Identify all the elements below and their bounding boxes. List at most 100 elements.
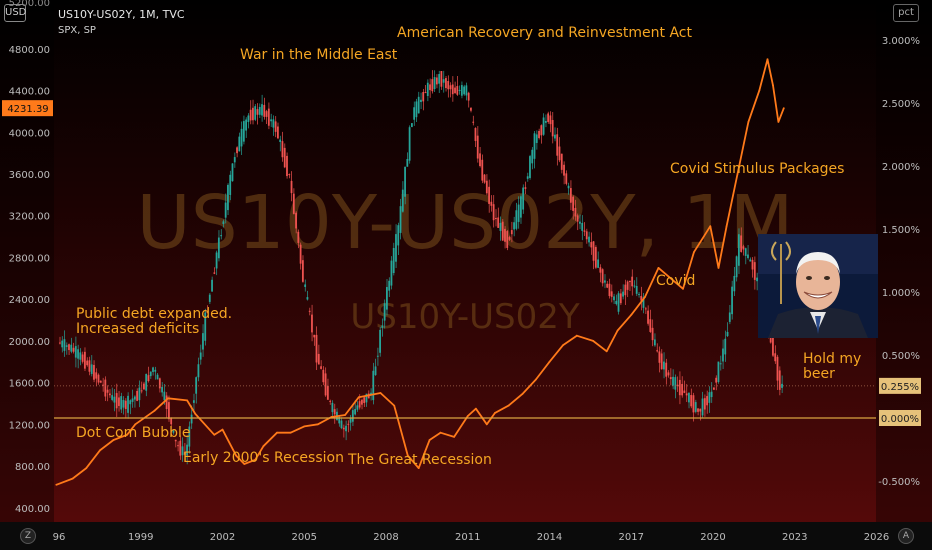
spx-point [243, 463, 246, 465]
spx-point [393, 404, 396, 407]
candle-body [565, 173, 568, 184]
candle-body [351, 410, 354, 422]
candle-body [324, 373, 327, 396]
candle-body [254, 106, 257, 120]
time-tick-label: 2011 [455, 532, 480, 543]
pct-badge[interactable]: pct [893, 4, 919, 22]
right-marker-label: 0.000% [881, 414, 919, 425]
candle-body [70, 344, 73, 352]
candle-body [635, 285, 638, 294]
candle-body [149, 371, 152, 377]
spx-point [766, 58, 769, 61]
candle-body [676, 384, 679, 387]
annotation-public-debt-line1: Public debt expanded. [76, 306, 233, 322]
currency-badge[interactable]: USD [4, 4, 26, 22]
right-tick-label: 0.500% [882, 351, 920, 362]
spx-point [475, 407, 477, 410]
spx-point [235, 454, 238, 457]
candle-body [261, 104, 263, 116]
candle-body [567, 185, 570, 189]
candle-body [233, 157, 236, 163]
candle-body [706, 396, 708, 406]
left-tick-label: 4400.00 [9, 87, 50, 98]
candle-body [572, 196, 575, 211]
candle-body [245, 119, 248, 131]
candle-body [170, 418, 173, 425]
left-tick-label: 800.00 [15, 462, 50, 473]
candle-body [753, 262, 756, 280]
time-axis-panel[interactable] [0, 522, 932, 550]
candle-body [301, 260, 304, 282]
candle-body [147, 375, 150, 382]
candle-body [338, 416, 341, 424]
candle-body [202, 333, 204, 350]
spx-point [439, 431, 442, 434]
spx-point [417, 467, 420, 469]
candle-body [179, 440, 182, 456]
candle-body [529, 156, 531, 178]
candle-body [199, 352, 202, 360]
annotation-great-recession: The Great Recession [348, 452, 492, 468]
candle-body [708, 392, 711, 403]
candle-body [74, 346, 77, 358]
candle-body [426, 82, 429, 96]
candle-body [165, 395, 168, 410]
candle-body [347, 423, 350, 425]
candle-body [252, 107, 254, 121]
candle-body [422, 92, 425, 102]
candle-body [735, 256, 738, 278]
annotation-covid: Covid [656, 273, 696, 289]
candle-body [451, 84, 454, 95]
candle-body [574, 207, 577, 217]
candle-body [140, 390, 143, 392]
candle-body [508, 237, 511, 240]
candle-body [656, 350, 659, 352]
candle-body [699, 408, 702, 412]
candle-body [399, 206, 402, 233]
spx-point [535, 378, 537, 381]
left-tick-label: 2800.00 [9, 253, 50, 264]
candle-body [526, 176, 529, 179]
candle-body [554, 134, 556, 139]
corner-right-button[interactable]: A [898, 528, 914, 544]
candle-body [215, 252, 218, 269]
candle-body [470, 107, 472, 111]
candle-body [249, 109, 252, 121]
candle-body [174, 439, 177, 442]
candle-body [737, 234, 740, 266]
time-tick-label: 2020 [700, 532, 725, 543]
candle-body [231, 163, 234, 182]
candle-body [592, 241, 595, 261]
candle-body [158, 378, 161, 389]
corner-left-button[interactable]: Z [20, 528, 36, 544]
candle-body [744, 248, 747, 256]
candle-body [447, 81, 450, 90]
candle-body [229, 174, 232, 195]
candle-body [510, 230, 513, 235]
annotation-covid-stimulus: Covid Stimulus Packages [670, 161, 845, 177]
candle-body [631, 276, 634, 287]
candle-body [154, 369, 157, 372]
candle-body [374, 366, 377, 376]
candle-body [506, 231, 509, 248]
candle-body [415, 101, 418, 118]
candle-body [504, 228, 506, 242]
candle-body [622, 291, 624, 297]
left-tick-label: 1200.00 [9, 420, 50, 431]
time-tick-label: 2002 [210, 532, 235, 543]
candle-body [724, 338, 727, 355]
right-axis-panel[interactable] [876, 0, 932, 522]
right-tick-label: -0.500% [878, 477, 920, 488]
candle-body [63, 339, 66, 351]
candle-body [68, 344, 70, 351]
left-axis-panel[interactable] [0, 0, 54, 522]
candle-body [401, 189, 404, 212]
candle-body [563, 164, 565, 176]
candle-body [651, 327, 654, 341]
candle-body [288, 174, 291, 176]
candle-body [295, 212, 297, 229]
candle-body [299, 244, 302, 264]
spx-point [758, 89, 761, 92]
candle-body [692, 395, 695, 413]
candle-body [181, 446, 184, 456]
